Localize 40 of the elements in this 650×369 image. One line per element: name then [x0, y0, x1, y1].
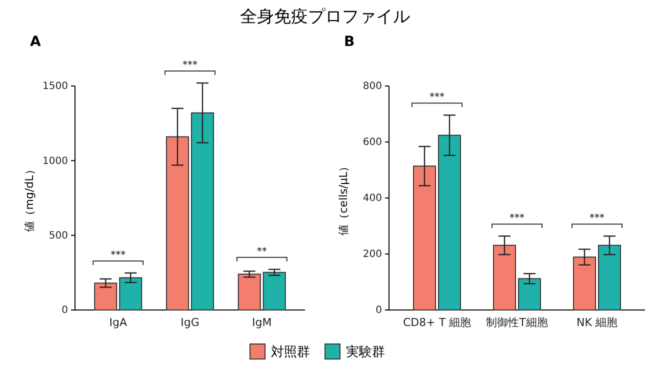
- bar: [413, 166, 436, 310]
- annotation: **: [256, 246, 267, 258]
- x-tick-label: NK 細胞: [576, 316, 618, 329]
- y-axis-title: 値（cells/μL）: [337, 160, 350, 236]
- y-tick-label: 400: [362, 193, 382, 204]
- bar: [191, 112, 214, 310]
- bar: [518, 278, 541, 310]
- y-tick-label: 0: [376, 305, 382, 316]
- bar: [438, 134, 461, 310]
- x-tick-label: IgM: [252, 316, 272, 329]
- bar: [119, 277, 142, 310]
- y-tick-label: 200: [362, 249, 382, 260]
- bar: [262, 272, 286, 310]
- bar: [493, 244, 516, 310]
- x-tick-label: 制御性T細胞: [486, 316, 548, 329]
- x-tick-label: CD8+ T 細胞: [402, 316, 472, 329]
- y-tick-label: 800: [362, 81, 382, 92]
- legend-label: 実験群: [346, 344, 385, 360]
- y-tick-label: 500: [48, 230, 68, 242]
- legend-label: 対照群: [271, 344, 310, 360]
- annotation: ***: [590, 213, 604, 224]
- y-tick-label: 0: [62, 305, 68, 316]
- chart-subtitle: A: [30, 34, 41, 50]
- y-axis-title: 値（mg/dL）: [23, 164, 36, 232]
- bar: [573, 256, 596, 310]
- annotation: ***: [510, 213, 524, 224]
- bar: [238, 274, 261, 310]
- y-tick-label: 1000: [42, 156, 68, 167]
- x-tick-label: IgA: [109, 316, 128, 329]
- bar: [166, 136, 189, 310]
- chart-title: 全身免疫プロファイル: [240, 7, 410, 27]
- y-tick-label: 1500: [42, 81, 68, 92]
- text: ***: [182, 60, 198, 72]
- y-tick-label: 600: [362, 137, 382, 148]
- bar: [598, 244, 621, 310]
- x-tick-label: IgG: [180, 316, 200, 329]
- annotation: ***: [110, 250, 126, 261]
- bar: [94, 282, 118, 310]
- chart-subtitle: B: [344, 34, 355, 50]
- annotation: ***: [430, 92, 444, 104]
